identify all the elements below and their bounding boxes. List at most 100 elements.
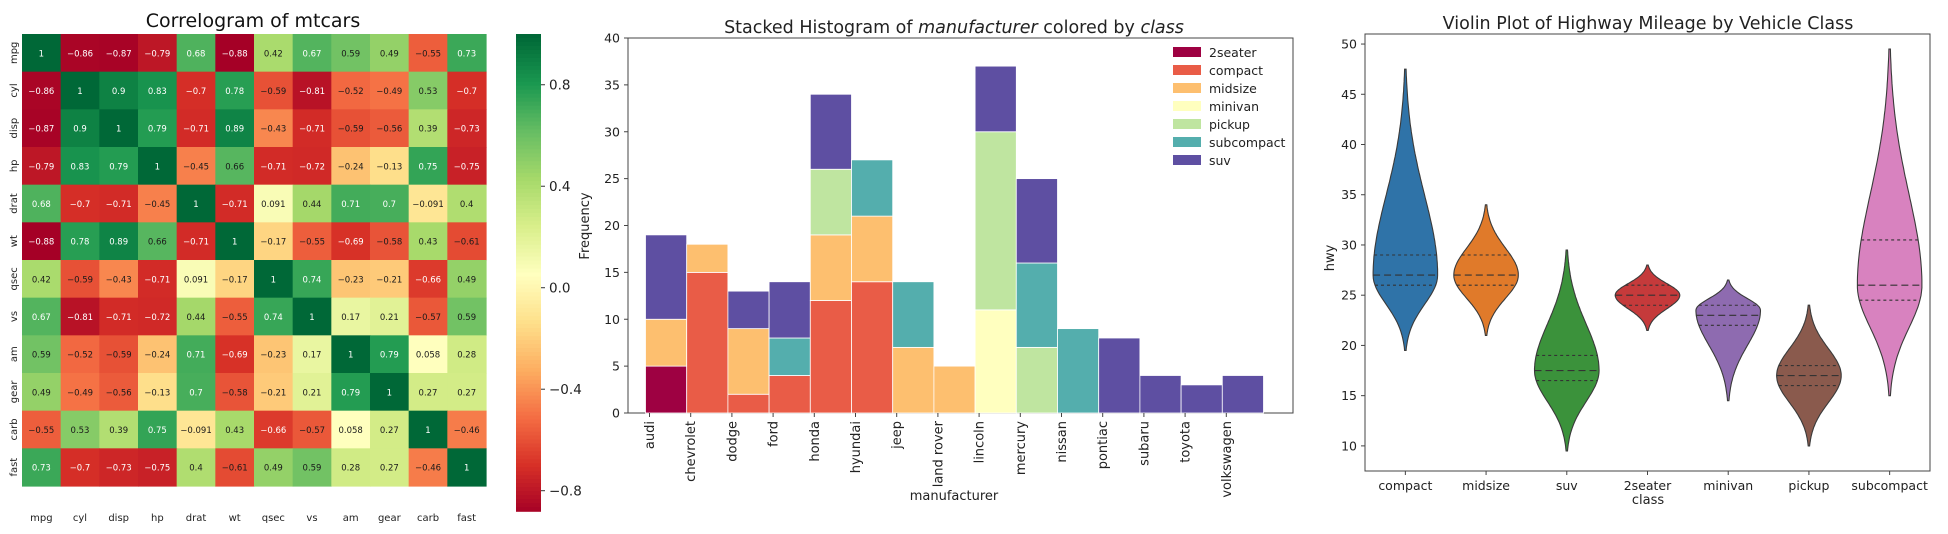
heatmap-cell-disp-drat xyxy=(176,109,216,148)
heatmap-annotation-mpg-vs: 0.67 xyxy=(303,49,322,59)
heatmap-cell-drat-wt xyxy=(215,184,255,223)
heatmap-cell-hp-carb xyxy=(408,147,448,186)
heatmap-cell-carb-am xyxy=(331,410,371,449)
violin-2seater xyxy=(1614,264,1681,331)
histogram-title-part-0: Stacked Histogram of xyxy=(724,18,918,38)
heatmap-annotation-qsec-cyl: −0.59 xyxy=(67,275,93,285)
heatmap-cell-hp-cyl xyxy=(60,147,100,186)
heatmap-col-label-drat: drat xyxy=(186,513,207,524)
histogram-y-axis-label: Frequency xyxy=(578,192,593,259)
heatmap-cell-cyl-vs xyxy=(292,71,332,110)
heatmap-annotation-drat-cyl: −0.7 xyxy=(70,200,91,210)
heatmap-annotation-vs-gear: 0.21 xyxy=(380,313,399,323)
heatmap-annotation-vs-cyl: −0.81 xyxy=(67,313,93,323)
heatmap-annotation-hp-fast: −0.75 xyxy=(454,162,480,172)
colorbar-segment xyxy=(516,407,541,413)
violin-suv xyxy=(1533,249,1600,452)
heatmap-annotation-qsec-qsec: 1 xyxy=(271,275,276,285)
violin-x-tick-label-subcompact: subcompact xyxy=(1851,478,1928,493)
heatmap-annotation-carb-disp: 0.39 xyxy=(109,426,128,436)
colorbar-segment xyxy=(516,97,541,103)
histogram-x-tick-label-hyundai: hyundai xyxy=(849,421,864,473)
heatmap-cell-drat-hp xyxy=(138,184,178,223)
heatmap-annotation-vs-carb: −0.57 xyxy=(415,313,441,323)
heatmap-cell-cyl-qsec xyxy=(254,71,294,110)
heatmap-annotation-vs-disp: −0.71 xyxy=(106,313,132,323)
heatmap-annotation-vs-mpg: 0.67 xyxy=(32,313,51,323)
heatmap-cell-vs-fast xyxy=(447,297,487,336)
colorbar-segment xyxy=(516,288,541,294)
heatmap-cell-qsec-wt xyxy=(215,260,255,299)
heatmap-cell-qsec-qsec xyxy=(254,260,294,299)
violin-y-tick-label: 30 xyxy=(1341,237,1357,252)
histogram-x-axis-label: manufacturer xyxy=(910,489,999,504)
heatmap-annotation-cyl-mpg: −0.86 xyxy=(28,87,54,97)
colorbar-segment xyxy=(516,359,541,365)
heatmap-annotation-gear-gear: 1 xyxy=(387,388,392,398)
heatmap-cell-gear-wt xyxy=(215,373,255,412)
heatmap-annotation-hp-hp: 1 xyxy=(155,162,160,172)
heatmap-cell-fast-gear xyxy=(370,448,410,487)
heatmap-cell-cyl-wt xyxy=(215,71,255,110)
heatmap-annotation-qsec-mpg: 0.42 xyxy=(32,275,51,285)
colorbar-segment xyxy=(516,383,541,389)
heatmap-annotation-drat-am: 0.71 xyxy=(341,200,360,210)
violins xyxy=(1372,48,1923,452)
heatmap-annotation-cyl-hp: 0.83 xyxy=(148,87,167,97)
legend-label-subcompact: subcompact xyxy=(1209,135,1286,150)
heatmap-cell-mpg-vs xyxy=(292,34,332,73)
heatmap-annotation-mpg-gear: 0.49 xyxy=(380,49,399,59)
colorbar-segment xyxy=(516,49,541,55)
heatmap-annotation-hp-wt: 0.66 xyxy=(225,162,244,172)
heatmap-cell-carb-carb xyxy=(408,410,448,449)
colorbar-segment xyxy=(516,149,541,155)
heatmap-cell-drat-cyl xyxy=(60,184,100,223)
bar-honda-compact xyxy=(809,300,852,414)
heatmap-cell-am-cyl xyxy=(60,335,100,374)
colorbar-segment xyxy=(516,427,541,433)
heatmap-cell-hp-drat xyxy=(176,147,216,186)
violin-y-tick-label: 45 xyxy=(1341,87,1357,102)
violin-y-tick-label: 20 xyxy=(1341,338,1357,353)
heatmap-annotation-wt-qsec: −0.17 xyxy=(260,238,286,248)
heatmap-cell-qsec-am xyxy=(331,260,371,299)
colorbar-segment xyxy=(516,296,541,302)
colorbar-segment xyxy=(516,467,541,473)
bar-chevrolet-midsize xyxy=(686,243,729,273)
colorbar-segment xyxy=(516,272,541,278)
heatmap-cell-gear-drat xyxy=(176,373,216,412)
heatmap-cell-carb-disp xyxy=(99,410,139,449)
colorbar-segment xyxy=(516,284,541,290)
heatmap-cell-carb-cyl xyxy=(60,410,100,449)
histogram-x-tick-label-ford: ford xyxy=(767,421,782,447)
bar-mercury-pickup xyxy=(1015,346,1058,414)
bar-volkswagen-suv xyxy=(1221,375,1264,414)
heatmap-annotation-mpg-wt: −0.88 xyxy=(222,49,248,59)
heatmap-cell-drat-carb xyxy=(408,184,448,223)
colorbar-segment xyxy=(516,411,541,417)
colorbar-segment xyxy=(516,447,541,453)
heatmap-annotation-gear-am: 0.79 xyxy=(341,388,360,398)
heatmap-cell-carb-drat xyxy=(176,410,216,449)
heatmap-annotation-vs-fast: 0.59 xyxy=(457,313,476,323)
heatmap-cell-gear-carb xyxy=(408,373,448,412)
heatmap-annotation-am-cyl: −0.52 xyxy=(67,351,93,361)
heatmap-annotation-fast-fast: 1 xyxy=(464,464,469,474)
heatmap-annotation-disp-hp: 0.79 xyxy=(148,125,167,135)
histogram-x-tick-label-nissan: nissan xyxy=(1055,421,1070,463)
histogram-y-tick-label: 30 xyxy=(604,124,620,139)
bar-pontiac-suv xyxy=(1098,337,1141,414)
heatmap-cell-am-am xyxy=(331,335,371,374)
colorbar-segment xyxy=(516,101,541,107)
heatmap-cell-vs-hp xyxy=(138,297,178,336)
colorbar-segment xyxy=(516,193,541,198)
heatmap-cell-wt-cyl xyxy=(60,222,100,261)
heatmap-annotation-am-hp: −0.24 xyxy=(144,351,170,361)
heatmap-annotation-qsec-gear: −0.21 xyxy=(376,275,402,285)
colorbar-segment xyxy=(516,105,541,111)
heatmap-annotation-am-vs: 0.17 xyxy=(303,351,322,361)
colorbar-segment xyxy=(516,355,541,361)
colorbar-segment xyxy=(516,280,541,286)
heatmap-annotation-mpg-qsec: 0.42 xyxy=(264,49,283,59)
heatmap-cell-hp-wt xyxy=(215,147,255,186)
